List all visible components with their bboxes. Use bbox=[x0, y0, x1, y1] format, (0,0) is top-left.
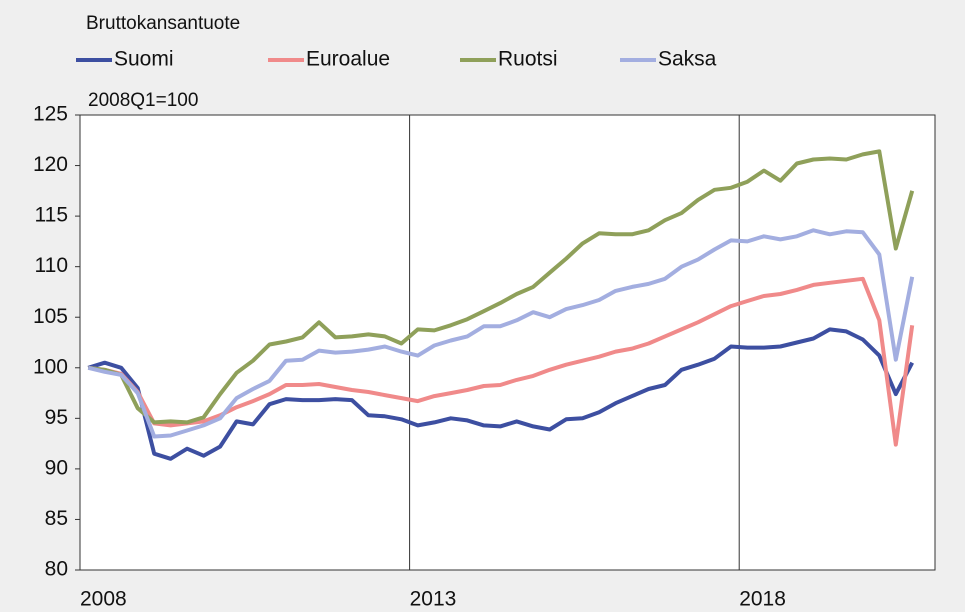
series-line bbox=[87, 149, 915, 425]
y-tick-label: 110 bbox=[35, 254, 68, 277]
y-tick-label: 125 bbox=[33, 103, 68, 126]
plot-frame bbox=[79, 114, 936, 571]
y-tick-label: 100 bbox=[33, 355, 68, 378]
legend-label: Ruotsi bbox=[498, 48, 558, 71]
legend-label: Suomi bbox=[114, 48, 174, 71]
legend-label: Saksa bbox=[658, 48, 717, 71]
y-tick-label: 90 bbox=[45, 456, 68, 479]
series-line bbox=[87, 228, 915, 439]
x-tick-label: 2013 bbox=[410, 588, 457, 611]
y-tick-label: 85 bbox=[45, 507, 68, 530]
annotation: 2008Q1=100 bbox=[88, 90, 198, 111]
y-tick-label: 115 bbox=[35, 204, 68, 227]
legend-title: Bruttokansantuote bbox=[86, 13, 240, 34]
x-tick-label: 2018 bbox=[739, 588, 786, 611]
y-tick-label: 105 bbox=[33, 305, 68, 328]
y-tick-label: 120 bbox=[33, 153, 68, 176]
legend-label: Euroalue bbox=[306, 48, 390, 71]
x-tick-label: 2008 bbox=[80, 588, 127, 611]
y-tick-label: 95 bbox=[45, 406, 68, 429]
series-line bbox=[87, 327, 914, 461]
y-tick-label: 80 bbox=[45, 558, 68, 581]
plot-area bbox=[80, 115, 935, 570]
